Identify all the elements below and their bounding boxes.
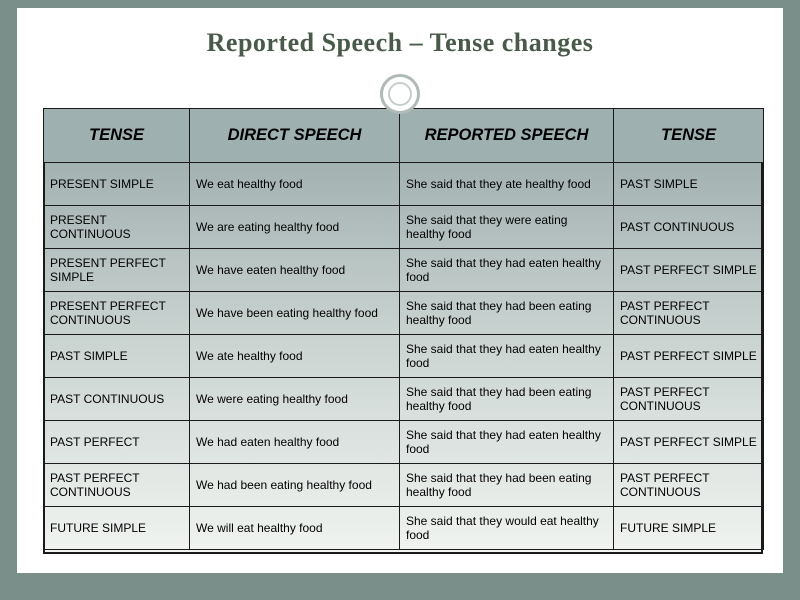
table-cell: She said that they had eaten healthy foo…: [400, 421, 614, 464]
table-cell: PAST SIMPLE: [44, 335, 190, 378]
table-body: PRESENT SIMPLEWe eat healthy foodShe sai…: [44, 163, 764, 550]
table-cell: She said that they were eating healthy f…: [400, 206, 614, 249]
table-cell: PAST SIMPLE: [614, 163, 764, 206]
table-row: PRESENT PERFECT CONTINUOUSWe have been e…: [44, 292, 764, 335]
table-cell: We will eat healthy food: [190, 507, 400, 550]
table-cell: She said that they had eaten healthy foo…: [400, 249, 614, 292]
table-cell: We eat healthy food: [190, 163, 400, 206]
table-cell: She said that they had been eating healt…: [400, 464, 614, 507]
table-cell: She said that they had been eating healt…: [400, 378, 614, 421]
table-cell: PAST PERFECT: [44, 421, 190, 464]
table-cell: We were eating healthy food: [190, 378, 400, 421]
table-cell: PAST CONTINUOUS: [614, 206, 764, 249]
table-cell: She said that they ate healthy food: [400, 163, 614, 206]
table-row: PAST CONTINUOUSWe were eating healthy fo…: [44, 378, 764, 421]
table-cell: PAST PERFECT CONTINUOUS: [44, 464, 190, 507]
col-header-tense-left: TENSE: [44, 109, 190, 163]
table-row: PAST SIMPLEWe ate healthy foodShe said t…: [44, 335, 764, 378]
table-cell: We are eating healthy food: [190, 206, 400, 249]
table-row: PAST PERFECT CONTINUOUSWe had been eatin…: [44, 464, 764, 507]
table-row: FUTURE SIMPLEWe will eat healthy foodShe…: [44, 507, 764, 550]
table-cell: PAST CONTINUOUS: [44, 378, 190, 421]
table-cell: We have eaten healthy food: [190, 249, 400, 292]
table-cell: She said that they had been eating healt…: [400, 292, 614, 335]
tense-table: TENSE DIRECT SPEECH REPORTED SPEECH TENS…: [43, 108, 764, 550]
table-cell: PAST PERFECT CONTINUOUS: [614, 292, 764, 335]
slide-title: Reported Speech – Tense changes: [17, 8, 783, 72]
table-cell: PAST PERFECT CONTINUOUS: [614, 378, 764, 421]
table-cell: PAST PERFECT SIMPLE: [614, 335, 764, 378]
table-row: PRESENT PERFECT SIMPLEWe have eaten heal…: [44, 249, 764, 292]
decorative-ring-icon: [380, 74, 420, 114]
table-cell: PRESENT PERFECT SIMPLE: [44, 249, 190, 292]
table-cell: We had been eating healthy food: [190, 464, 400, 507]
table-cell: We have been eating healthy food: [190, 292, 400, 335]
table-row: PRESENT CONTINUOUSWe are eating healthy …: [44, 206, 764, 249]
table-row: PAST PERFECTWe had eaten healthy foodShe…: [44, 421, 764, 464]
table-cell: We ate healthy food: [190, 335, 400, 378]
table-cell: PRESENT PERFECT CONTINUOUS: [44, 292, 190, 335]
table-cell: PRESENT SIMPLE: [44, 163, 190, 206]
table-cell: She said that they would eat healthy foo…: [400, 507, 614, 550]
slide-container: Reported Speech – Tense changes TENSE DI…: [17, 8, 783, 573]
col-header-tense-right: TENSE: [614, 109, 764, 163]
table-cell: PAST PERFECT SIMPLE: [614, 249, 764, 292]
table-cell: She said that they had eaten healthy foo…: [400, 335, 614, 378]
table-header-row: TENSE DIRECT SPEECH REPORTED SPEECH TENS…: [44, 109, 764, 163]
table-cell: PAST PERFECT CONTINUOUS: [614, 464, 764, 507]
table-cell: FUTURE SIMPLE: [44, 507, 190, 550]
col-header-direct-speech: DIRECT SPEECH: [190, 109, 400, 163]
table-row: PRESENT SIMPLEWe eat healthy foodShe sai…: [44, 163, 764, 206]
table-cell: We had eaten healthy food: [190, 421, 400, 464]
table-cell: FUTURE SIMPLE: [614, 507, 764, 550]
table-cell: PRESENT CONTINUOUS: [44, 206, 190, 249]
table-cell: PAST PERFECT SIMPLE: [614, 421, 764, 464]
col-header-reported-speech: REPORTED SPEECH: [400, 109, 614, 163]
